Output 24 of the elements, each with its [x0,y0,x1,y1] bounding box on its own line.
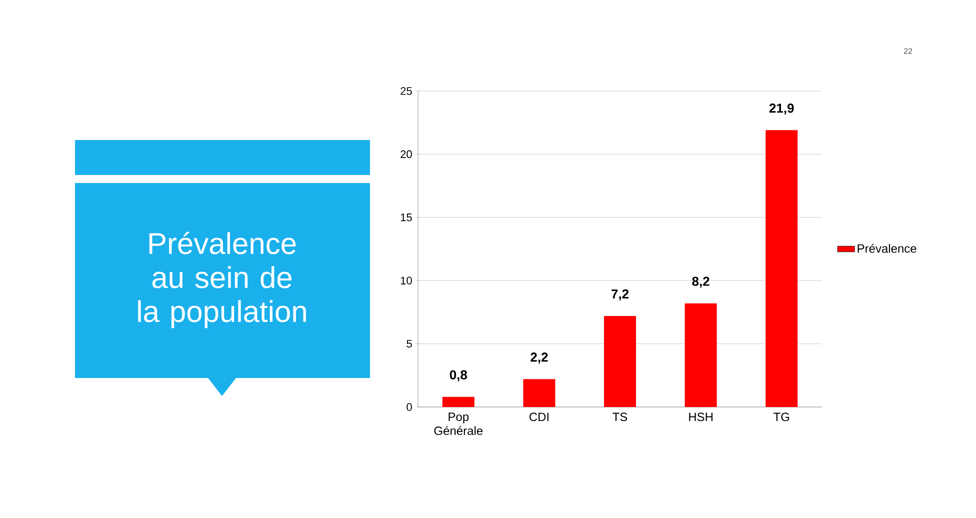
bar [523,379,556,407]
legend-label: Prévalence [858,244,916,253]
text: Prévalence au sein de la population [138,232,306,328]
x-tick-label: HSH [689,412,712,422]
data-label: 0,8 [450,370,468,382]
y-tick-label: 25 [400,87,412,95]
y-tick-label: 5 [406,340,412,348]
y-tick-label: 15 [400,214,412,222]
y-tick-label: 0 [406,403,412,411]
x-tick-label: CDI [529,412,548,422]
x-tick-label: TS [612,412,628,422]
bar [684,303,717,407]
data-label: 21,9 [769,104,794,115]
data-label: 8,2 [692,276,710,288]
data-label: 2,2 [530,352,548,364]
bar [604,316,636,407]
data-label: 7,2 [612,289,629,300]
bar [442,396,474,407]
y-tick-label: 10 [400,276,412,284]
bar [766,130,798,407]
text: 22 [904,48,912,54]
x-tick-label: TG [774,412,790,422]
x-tick-label: Pop Générale [434,412,483,436]
y-tick-label: 20 [400,150,412,158]
